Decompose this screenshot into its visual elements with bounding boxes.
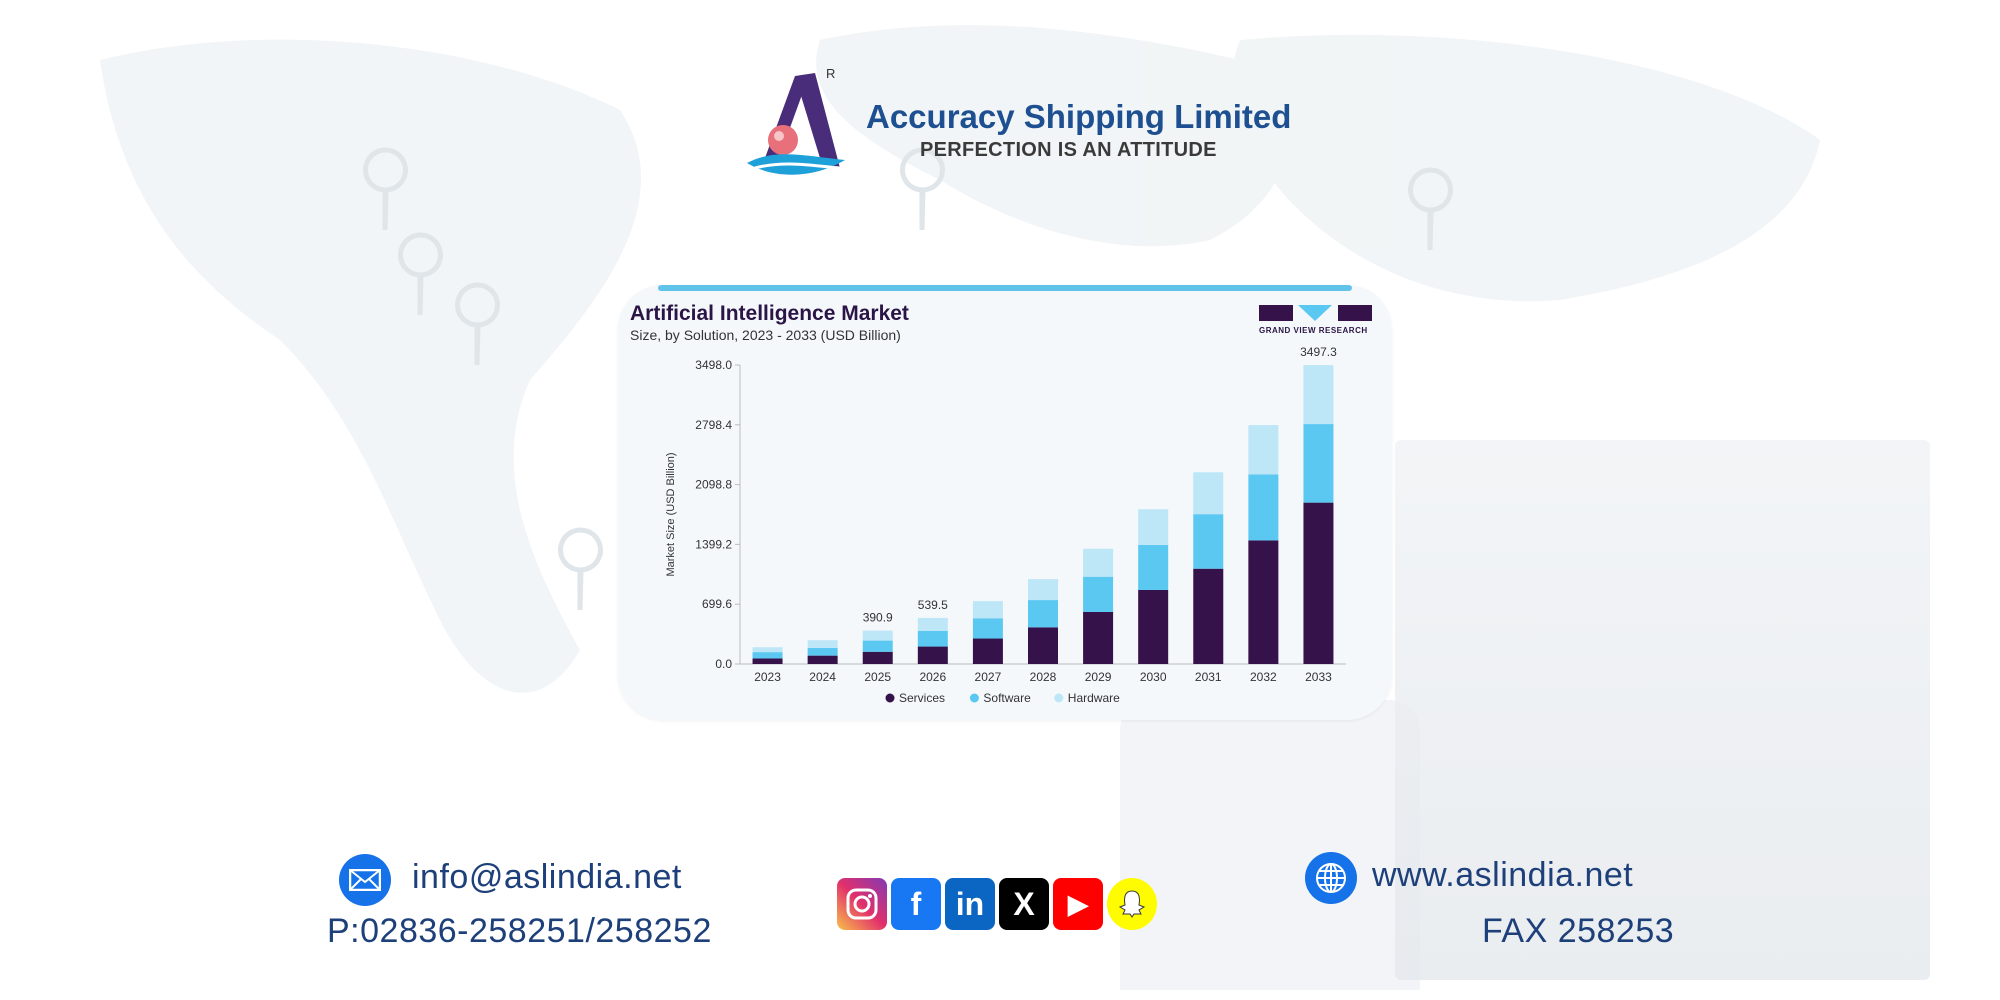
x-tick-label: 2033 — [1305, 670, 1332, 684]
bar-services-2032 — [1248, 540, 1279, 664]
y-tick-label: 3498.0 — [695, 358, 732, 372]
stacked-bar-chart: 0.0 699.6 1399.2 2098.8 2798.4 3498.0 Market S… — [665, 345, 1346, 705]
bar-services-2029 — [1083, 611, 1114, 664]
bar-hardware-2024 — [807, 640, 838, 648]
data-label: 539.5 — [918, 598, 948, 612]
y-tick-label: 2798.4 — [695, 418, 732, 432]
y-axis-label: Market Size (USD Billion) — [665, 452, 677, 576]
bar-software-2033 — [1303, 424, 1334, 503]
legend-marker-services — [885, 693, 895, 703]
bar-software-2026 — [917, 630, 948, 647]
bar-services-2033 — [1303, 502, 1334, 664]
linkedin-icon[interactable]: in — [945, 878, 995, 930]
bar-services-2024 — [807, 655, 838, 664]
x-icon[interactable]: X — [999, 878, 1049, 930]
bar-hardware-2030 — [1138, 509, 1169, 545]
legend-label-hardware: Hardware — [1068, 691, 1120, 705]
bar-hardware-2032 — [1248, 425, 1279, 475]
brand-name: Accuracy Shipping Limited — [866, 98, 1292, 135]
bar-hardware-2023 — [752, 647, 783, 653]
legend-label-software: Software — [983, 691, 1031, 705]
bar-software-2024 — [807, 647, 838, 656]
truck-cab-background — [1120, 700, 1420, 990]
bar-services-2030 — [1138, 589, 1169, 664]
bar-services-2023 — [752, 658, 783, 664]
bar-services-2028 — [1028, 627, 1058, 664]
bar-hardware-2027 — [972, 601, 1003, 619]
bar-software-2030 — [1138, 544, 1169, 590]
bar-services-2031 — [1193, 568, 1224, 664]
bar-hardware-2031 — [1193, 472, 1224, 515]
x-tick-label: 2030 — [1140, 670, 1167, 684]
bar-software-2023 — [752, 652, 783, 659]
y-tick-label: 0.0 — [715, 657, 732, 671]
website-link[interactable]: www.aslindia.net — [1372, 856, 1634, 894]
world-map-background — [100, 25, 1820, 693]
x-tick-label: 2028 — [1030, 670, 1057, 684]
envelope-icon — [339, 854, 391, 906]
x-tick-label: 2029 — [1085, 670, 1112, 684]
youtube-icon[interactable]: ▶ — [1053, 878, 1103, 930]
grand-view-research-logo — [1259, 305, 1372, 321]
bar-services-2027 — [972, 638, 1003, 664]
fax-number: FAX 258253 — [1482, 912, 1675, 950]
bar-hardware-2028 — [1028, 579, 1058, 601]
y-tick-label: 699.6 — [702, 597, 732, 611]
x-tick-label: 2024 — [809, 670, 836, 684]
accuracy-logo-icon — [747, 73, 845, 175]
x-tick-label: 2025 — [864, 670, 891, 684]
x-tick-label: 2032 — [1250, 670, 1277, 684]
registered-mark: R — [826, 66, 836, 81]
card-accent-bar — [658, 285, 1352, 291]
legend-label-services: Services — [899, 691, 945, 705]
legend-marker-hardware — [1054, 693, 1064, 703]
bar-services-2025 — [862, 651, 893, 664]
social-icons: f in X ▶ — [837, 878, 1157, 930]
bar-services-2026 — [917, 646, 948, 664]
bar-hardware-2029 — [1083, 548, 1114, 577]
bar-hardware-2025 — [862, 630, 893, 641]
x-tick-label: 2027 — [975, 670, 1002, 684]
gvr-logo-text: GRAND VIEW RESEARCH — [1259, 326, 1368, 335]
data-label: 390.9 — [863, 611, 893, 625]
bar-software-2025 — [862, 640, 893, 652]
chart-subtitle: Size, by Solution, 2023 - 2033 (USD Bill… — [630, 327, 901, 343]
bar-software-2027 — [972, 618, 1003, 639]
data-label: 3497.3 — [1300, 345, 1337, 359]
y-tick-label: 1399.2 — [695, 537, 732, 551]
facebook-icon[interactable]: f — [891, 878, 941, 930]
instagram-icon[interactable] — [837, 878, 887, 930]
bar-hardware-2026 — [917, 617, 948, 631]
y-tick-label: 2098.8 — [695, 478, 732, 492]
globe-icon — [1305, 852, 1357, 904]
chart-title: Artificial Intelligence Market — [630, 302, 909, 325]
email-link[interactable]: info@aslindia.net — [412, 858, 682, 896]
bar-software-2031 — [1193, 514, 1224, 569]
phone-number: P:02836-258251/258252 — [327, 912, 712, 950]
bar-software-2032 — [1248, 474, 1279, 541]
bar-software-2028 — [1028, 600, 1058, 628]
chart-card: Artificial Intelligence Market Size, by … — [618, 285, 1392, 720]
bar-hardware-2033 — [1303, 365, 1334, 425]
x-tick-label: 2023 — [754, 670, 781, 684]
legend-marker-software — [969, 693, 979, 703]
truck-container-background — [1395, 440, 1930, 980]
bar-software-2029 — [1083, 576, 1114, 612]
snapchat-icon[interactable] — [1107, 878, 1157, 930]
x-tick-label: 2031 — [1195, 670, 1222, 684]
x-tick-label: 2026 — [919, 670, 946, 684]
brand-tagline: PERFECTION IS AN ATTITUDE — [920, 139, 1217, 161]
